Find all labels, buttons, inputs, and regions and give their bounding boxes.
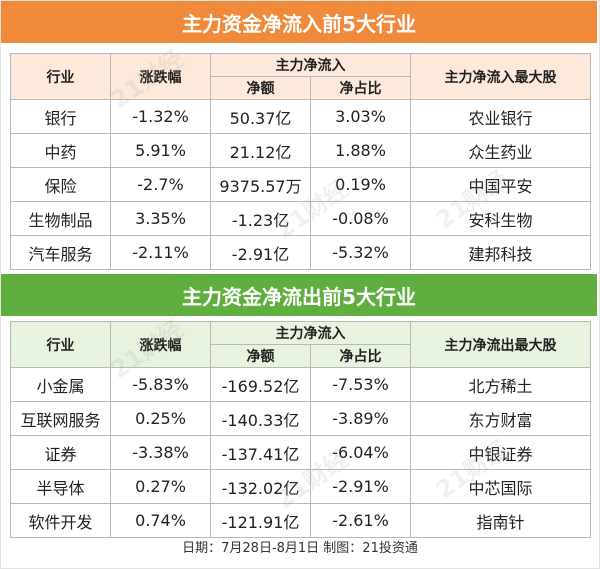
header-change: 涨跌幅 <box>110 53 211 100</box>
cell-industry: 小金属 <box>10 367 111 402</box>
cell-ratio: 3.03% <box>310 99 411 134</box>
cell-top-stock: 中银证券 <box>410 435 591 470</box>
table-row: 互联网服务 0.25% -140.33亿 -3.89% 东方财富 <box>10 401 591 436</box>
cell-change: -5.83% <box>110 367 211 402</box>
cell-amount: -2.91亿 <box>210 235 311 270</box>
header-industry: 行业 <box>10 53 111 100</box>
cell-change: -1.32% <box>110 99 211 134</box>
cell-industry: 互联网服务 <box>10 401 111 436</box>
table-row: 小金属 -5.83% -169.52亿 -7.53% 北方稀土 <box>10 367 591 402</box>
cell-top-stock: 中芯国际 <box>410 469 591 504</box>
cell-top-stock: 指南针 <box>410 503 591 538</box>
inflow-subheader-row: 净额 净占比 <box>11 76 591 100</box>
table-row: 保险 -2.7% 9375.57万 0.19% 中国平安 <box>10 167 591 202</box>
cell-amount: -121.91亿 <box>210 503 311 538</box>
cell-ratio: -2.61% <box>310 503 411 538</box>
header-amount: 净额 <box>210 76 311 100</box>
cell-industry: 软件开发 <box>10 503 111 538</box>
cell-amount: 21.12亿 <box>210 133 311 168</box>
outflow-subheader-row: 净额 净占比 <box>11 344 591 368</box>
header-ratio: 净占比 <box>310 76 411 100</box>
cell-change: -2.7% <box>110 167 211 202</box>
outflow-header-row: 行业 涨跌幅 主力净流入 主力净流出最大股 <box>10 321 591 368</box>
outflow-title: 主力资金净流出前5大行业 <box>1 274 597 316</box>
footer-caption: 日期：7月28日-8月1日 制图：21投资通 <box>182 541 418 556</box>
table-row: 软件开发 0.74% -121.91亿 -2.61% 指南针 <box>10 503 591 538</box>
cell-top-stock: 北方稀土 <box>410 367 591 402</box>
table-row: 中药 5.91% 21.12亿 1.88% 众生药业 <box>10 133 591 168</box>
table-row: 半导体 0.27% -132.02亿 -2.91% 中芯国际 <box>10 469 591 504</box>
cell-top-stock: 安科生物 <box>410 201 591 236</box>
cell-top-stock: 农业银行 <box>410 99 591 134</box>
cell-change: 3.35% <box>110 201 211 236</box>
cell-industry: 银行 <box>10 99 111 134</box>
cell-change: 5.91% <box>110 133 211 168</box>
header-change: 涨跌幅 <box>110 321 211 368</box>
header-top-stock: 主力净流出最大股 <box>410 321 591 368</box>
cell-amount: -1.23亿 <box>210 201 311 236</box>
cell-amount: -140.33亿 <box>210 401 311 436</box>
cell-amount: -169.52亿 <box>210 367 311 402</box>
cell-amount: -132.02亿 <box>210 469 311 504</box>
cell-change: 0.74% <box>110 503 211 538</box>
cell-ratio: 0.19% <box>310 167 411 202</box>
cell-top-stock: 东方财富 <box>410 401 591 436</box>
cell-change: -3.38% <box>110 435 211 470</box>
cell-change: 0.27% <box>110 469 211 504</box>
cell-ratio: -3.89% <box>310 401 411 436</box>
header-main-group: 主力净流入 <box>210 53 411 77</box>
cell-ratio: -5.32% <box>310 235 411 270</box>
inflow-title: 主力资金净流入前5大行业 <box>1 1 597 43</box>
cell-amount: 50.37亿 <box>210 99 311 134</box>
header-top-stock: 主力净流入最大股 <box>410 53 591 100</box>
table-row: 银行 -1.32% 50.37亿 3.03% 农业银行 <box>10 99 591 134</box>
inflow-table: 行业 涨跌幅 主力净流入 主力净流入最大股 净额 净占比 银行 -1.32% 5… <box>10 53 591 270</box>
cell-industry: 生物制品 <box>10 201 111 236</box>
header-ratio: 净占比 <box>310 344 411 368</box>
inflow-header-row: 行业 涨跌幅 主力净流入 主力净流入最大股 <box>10 53 591 100</box>
cell-top-stock: 建邦科技 <box>410 235 591 270</box>
cell-industry: 半导体 <box>10 469 111 504</box>
cell-change: 0.25% <box>110 401 211 436</box>
cell-industry: 中药 <box>10 133 111 168</box>
cell-change: -2.11% <box>110 235 211 270</box>
cell-ratio: -6.04% <box>310 435 411 470</box>
header-main-group: 主力净流入 <box>210 321 411 345</box>
cell-ratio: -2.91% <box>310 469 411 504</box>
cell-top-stock: 众生药业 <box>410 133 591 168</box>
cell-ratio: -0.08% <box>310 201 411 236</box>
cell-industry: 汽车服务 <box>10 235 111 270</box>
outflow-table: 行业 涨跌幅 主力净流入 主力净流出最大股 净额 净占比 小金属 -5.83% … <box>10 321 591 538</box>
cell-amount: 9375.57万 <box>210 167 311 202</box>
cell-industry: 保险 <box>10 167 111 202</box>
table-row: 证券 -3.38% -137.41亿 -6.04% 中银证券 <box>10 435 591 470</box>
cell-industry: 证券 <box>10 435 111 470</box>
cell-ratio: -7.53% <box>310 367 411 402</box>
cell-amount: -137.41亿 <box>210 435 311 470</box>
table-row: 生物制品 3.35% -1.23亿 -0.08% 安科生物 <box>10 201 591 236</box>
cell-top-stock: 中国平安 <box>410 167 591 202</box>
table-row: 汽车服务 -2.11% -2.91亿 -5.32% 建邦科技 <box>10 235 591 270</box>
cell-ratio: 1.88% <box>310 133 411 168</box>
header-industry: 行业 <box>10 321 111 368</box>
header-amount: 净额 <box>210 344 311 368</box>
